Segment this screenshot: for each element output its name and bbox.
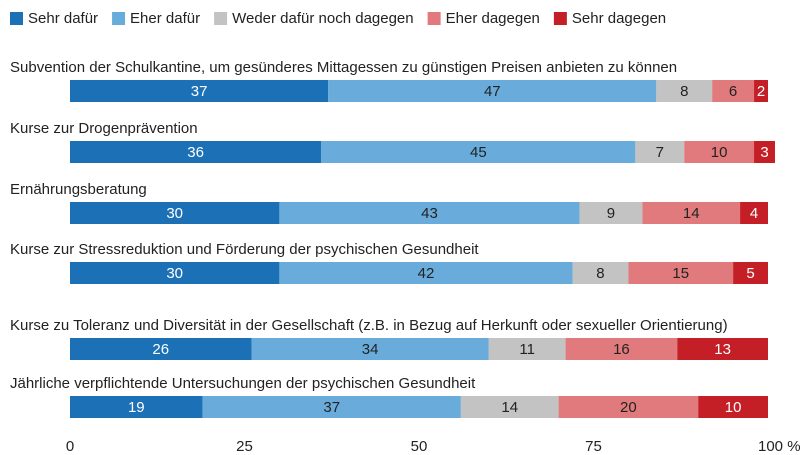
- bar-segment: [740, 202, 768, 224]
- legend-swatch: [553, 12, 567, 25]
- value-label: 47: [484, 83, 501, 100]
- bar-segment: [677, 338, 768, 360]
- value-label: 14: [683, 205, 700, 222]
- bar-segment: [70, 202, 280, 224]
- value-label: 4: [750, 205, 758, 222]
- bar-segment: [488, 338, 566, 360]
- x-tick-label: 100 %: [758, 438, 801, 455]
- bar-segment: [579, 202, 643, 224]
- bar-segment: [70, 80, 329, 102]
- value-label: 36: [187, 144, 204, 161]
- bar-segment: [460, 396, 559, 418]
- value-label: 8: [680, 83, 688, 100]
- bar-segment: [642, 202, 741, 224]
- legend-label: Sehr dagegen: [572, 10, 666, 27]
- value-label: 13: [714, 341, 731, 358]
- bar-segment: [279, 202, 580, 224]
- x-tick-label: 75: [585, 438, 602, 455]
- category-label: Kurse zur Stressreduktion und Förderung …: [10, 241, 479, 258]
- value-label: 9: [607, 205, 615, 222]
- category-label: Subvention der Schulkantine, um gesünder…: [10, 59, 678, 76]
- bar-segment: [628, 262, 734, 284]
- bar-segment: [321, 141, 636, 163]
- legend-label: Eher dagegen: [446, 10, 540, 27]
- value-label: 14: [501, 399, 518, 416]
- x-tick-label: 50: [411, 438, 428, 455]
- bar-segment: [733, 262, 768, 284]
- value-label: 5: [746, 265, 754, 282]
- legend-label: Weder dafür noch dagegen: [232, 10, 414, 27]
- legend-swatch: [427, 12, 441, 25]
- bar-segment: [328, 80, 657, 102]
- value-label: 20: [620, 399, 637, 416]
- bar-segment: [251, 338, 489, 360]
- bar-segment: [754, 80, 768, 102]
- x-tick-label: 25: [236, 438, 253, 455]
- value-label: 30: [166, 205, 183, 222]
- category-label: Kurse zu Toleranz und Diversität in der …: [10, 317, 728, 334]
- category-label: Jährliche verpflichtende Untersuchungen …: [10, 375, 476, 392]
- bar-segment: [202, 396, 461, 418]
- bar-segment: [684, 141, 755, 163]
- value-label: 30: [166, 265, 183, 282]
- value-label: 34: [362, 341, 379, 358]
- value-label: 11: [519, 341, 535, 358]
- bar-segment: [70, 262, 280, 284]
- legend-swatch: [10, 12, 23, 25]
- bar-segment: [635, 141, 685, 163]
- bar-segment: [698, 396, 768, 418]
- bar-segment: [754, 141, 775, 163]
- bar-segment: [558, 396, 699, 418]
- x-tick-label: 0: [66, 438, 74, 455]
- bar-segment: [572, 262, 629, 284]
- bar-segment: [70, 141, 322, 163]
- value-label: 3: [760, 144, 768, 161]
- value-label: 10: [711, 144, 728, 161]
- value-label: 37: [191, 83, 208, 100]
- value-label: 6: [729, 83, 737, 100]
- value-label: 10: [725, 399, 742, 416]
- value-label: 2: [757, 83, 765, 100]
- value-label: 19: [128, 399, 145, 416]
- bar-segment: [656, 80, 713, 102]
- legend-swatch: [214, 12, 228, 25]
- bar-segment: [70, 396, 203, 418]
- bar-segment: [279, 262, 573, 284]
- value-label: 37: [323, 399, 340, 416]
- legend-label: Eher dafür: [130, 10, 200, 27]
- value-label: 45: [470, 144, 487, 161]
- value-label: 8: [596, 265, 604, 282]
- bar-segment: [70, 338, 252, 360]
- legend-label: Sehr dafür: [28, 10, 98, 27]
- value-label: 7: [656, 144, 664, 161]
- value-label: 43: [421, 205, 438, 222]
- bar-segment: [565, 338, 678, 360]
- value-label: 15: [672, 265, 689, 282]
- category-label: Kurse zur Drogenprävention: [10, 120, 198, 137]
- bar-segment: [712, 80, 755, 102]
- value-label: 26: [152, 341, 169, 358]
- value-label: 42: [418, 265, 435, 282]
- value-label: 16: [613, 341, 630, 358]
- category-label: Ernährungsberatung: [10, 181, 147, 198]
- legend-swatch: [112, 12, 126, 25]
